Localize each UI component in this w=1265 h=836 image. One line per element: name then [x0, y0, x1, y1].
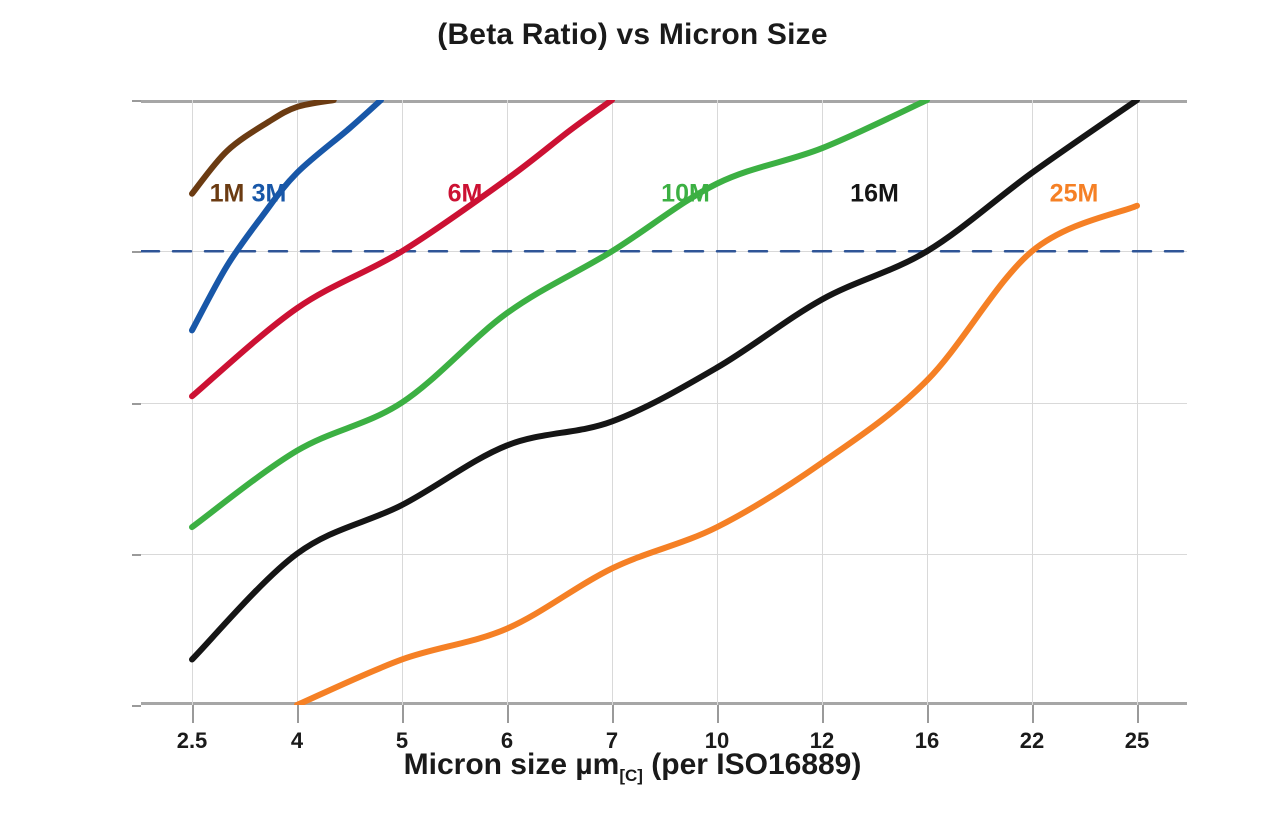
x-gridline [507, 100, 508, 705]
x-gridline [612, 100, 613, 705]
series-label-10m: 10M [661, 179, 710, 208]
x-tick-label: 6 [500, 728, 514, 753]
series-line-3m [192, 100, 381, 330]
x-tick-label: 2.5 [176, 728, 208, 753]
x-tick-label: 12 [809, 728, 835, 753]
series-label-3m: 3M [251, 179, 287, 208]
x-tick-label: 5 [395, 728, 409, 753]
x-tick-mark [192, 705, 194, 723]
x-gridline [297, 100, 298, 705]
x-tick-mark [507, 705, 509, 723]
series-line-25m [297, 206, 1137, 705]
x-tick-mark [1137, 705, 1139, 723]
x-tick-mark [927, 705, 929, 723]
x-gridline [192, 100, 193, 705]
chart-title: (Beta Ratio) vs Micron Size [437, 18, 828, 51]
x-tick-mark [822, 705, 824, 723]
x-gridline [1137, 100, 1138, 705]
x-tick-label: 16 [914, 728, 940, 753]
x-gridline [1032, 100, 1033, 705]
y-tick-mark [132, 251, 141, 254]
series-label-1m: 1M [209, 179, 245, 208]
x-tick-mark [297, 705, 299, 723]
x-tick-label: 7 [605, 728, 619, 753]
x-axis-title-subscript: [C] [619, 766, 643, 785]
x-axis-title-main: Micron size µm [403, 748, 620, 781]
x-tick-mark [402, 705, 404, 723]
x-axis-title: Micron size µm[C] (per ISO16889) [0, 748, 1265, 786]
x-tick-label: 25 [1124, 728, 1150, 753]
x-tick-mark [717, 705, 719, 723]
x-tick-mark [612, 705, 614, 723]
y-gridline [141, 402, 1187, 404]
series-line-16m [192, 100, 1137, 659]
x-tick-mark [1032, 705, 1034, 723]
series-curves [141, 100, 1187, 705]
x-gridline [822, 100, 823, 705]
x-axis-title-suffix: (per ISO16889) [642, 748, 862, 781]
series-label-16m: 16M [850, 179, 899, 208]
x-gridline [717, 100, 718, 705]
y-tick-mark [132, 553, 141, 556]
y-gridline [141, 553, 1187, 555]
x-gridline [927, 100, 928, 705]
series-label-6m: 6M [447, 179, 483, 208]
series-line-6m [192, 100, 612, 396]
x-tick-label: 4 [290, 728, 304, 753]
y-tick-mark [132, 705, 141, 707]
x-tick-label: 22 [1019, 728, 1045, 753]
series-label-25m: 25M [1049, 179, 1099, 208]
series-line-10m [192, 100, 927, 527]
y-tick-mark [132, 100, 141, 102]
y-tick-mark [132, 402, 141, 405]
x-tick-label: 10 [704, 728, 730, 753]
series-line-1m [192, 100, 334, 194]
